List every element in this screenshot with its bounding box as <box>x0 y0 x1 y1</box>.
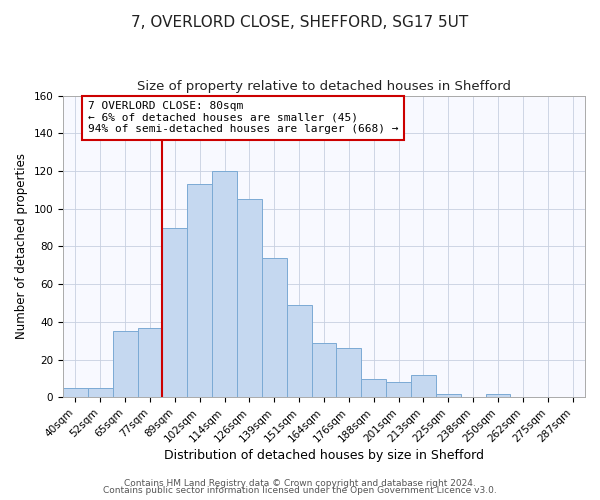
Bar <box>287 305 311 398</box>
Bar <box>187 184 212 398</box>
Bar <box>212 171 237 398</box>
Bar <box>88 388 113 398</box>
Bar <box>337 348 361 398</box>
Text: 7 OVERLORD CLOSE: 80sqm
← 6% of detached houses are smaller (45)
94% of semi-det: 7 OVERLORD CLOSE: 80sqm ← 6% of detached… <box>88 101 398 134</box>
Bar <box>137 328 163 398</box>
Bar <box>237 200 262 398</box>
Bar <box>63 388 88 398</box>
Bar <box>436 394 461 398</box>
Bar <box>262 258 287 398</box>
Text: Contains HM Land Registry data © Crown copyright and database right 2024.: Contains HM Land Registry data © Crown c… <box>124 478 476 488</box>
Bar <box>386 382 411 398</box>
Bar <box>113 332 137 398</box>
Y-axis label: Number of detached properties: Number of detached properties <box>15 154 28 340</box>
X-axis label: Distribution of detached houses by size in Shefford: Distribution of detached houses by size … <box>164 450 484 462</box>
Bar <box>163 228 187 398</box>
Bar <box>311 342 337 398</box>
Bar <box>361 378 386 398</box>
Text: Contains public sector information licensed under the Open Government Licence v3: Contains public sector information licen… <box>103 486 497 495</box>
Bar <box>411 374 436 398</box>
Bar <box>485 394 511 398</box>
Title: Size of property relative to detached houses in Shefford: Size of property relative to detached ho… <box>137 80 511 93</box>
Text: 7, OVERLORD CLOSE, SHEFFORD, SG17 5UT: 7, OVERLORD CLOSE, SHEFFORD, SG17 5UT <box>131 15 469 30</box>
